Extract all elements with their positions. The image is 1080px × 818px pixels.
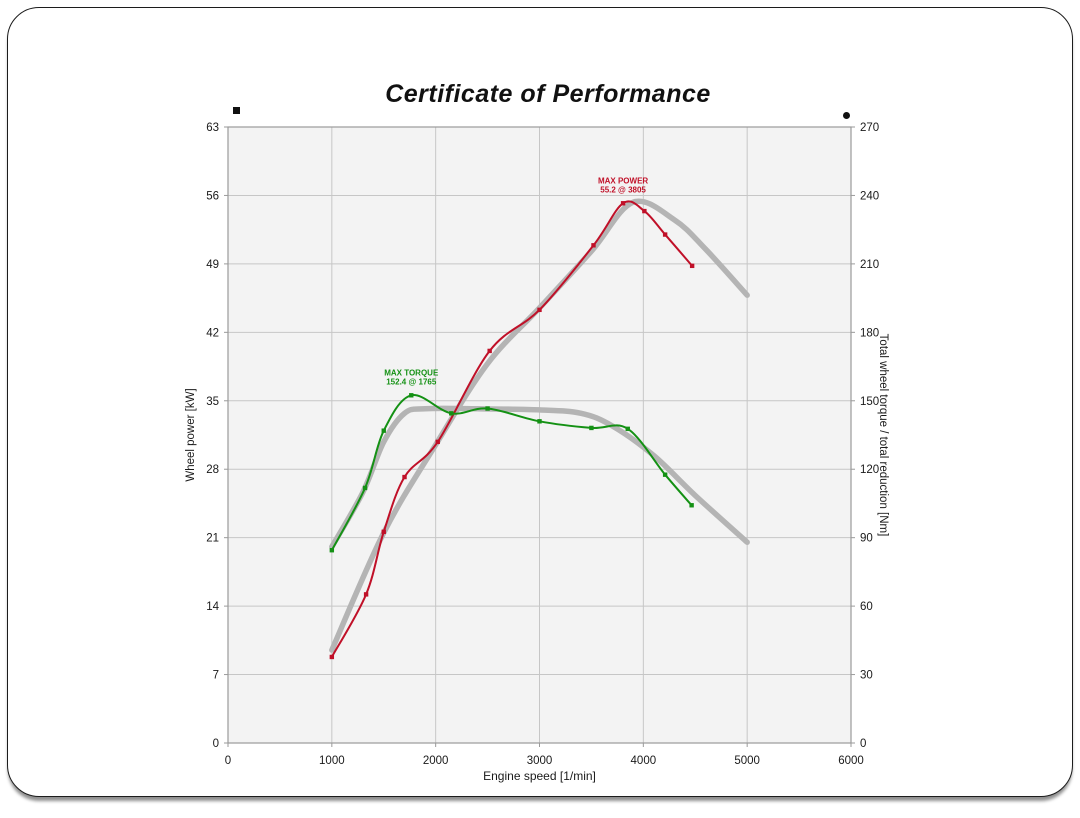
- axis-tick-marks: [224, 126, 855, 747]
- data-point-marker: [381, 529, 386, 534]
- left-tick-label: 56: [206, 190, 219, 202]
- annotation-line: MAX TORQUE: [384, 368, 439, 377]
- data-point-marker: [485, 406, 490, 411]
- right-tick-label: 30: [860, 670, 873, 682]
- data-series: [329, 198, 750, 660]
- tick-labels: 0 7 14 21 28 35 42 49 56 63 0 30 60 90 120 150 180 210 240…: [206, 122, 879, 767]
- right-tick-label: 270: [860, 122, 879, 134]
- right-tick-label: 180: [860, 327, 879, 339]
- left-tick-label: 63: [206, 122, 219, 134]
- right-tick-label: 150: [860, 396, 879, 408]
- data-point-marker: [487, 348, 492, 354]
- data-point-marker: [642, 208, 647, 214]
- data-point-marker: [435, 439, 440, 445]
- right-tick-label: 210: [860, 259, 879, 271]
- slide-frame: Certificate of Performance MAX POWER 55.2…: [7, 7, 1073, 797]
- torque-axis-dot-icon: [843, 112, 850, 119]
- series-wheel-torque-smoothed: [329, 405, 750, 550]
- data-point-marker: [363, 592, 369, 597]
- data-point-marker: [537, 419, 542, 424]
- x-tick-label: 6000: [838, 755, 864, 767]
- right-tick-label: 60: [860, 601, 873, 613]
- x-axis-title: Engine speed [1/min]: [483, 769, 596, 783]
- left-tick-label: 42: [206, 327, 219, 339]
- annotation-line: 152.4 @ 1765: [386, 377, 437, 386]
- left-axis-title: Wheel power [kW]: [185, 388, 197, 481]
- x-tick-label: 1000: [319, 755, 345, 767]
- data-point-marker: [591, 243, 596, 248]
- x-tick-label: 2000: [423, 755, 449, 767]
- chart-title: Certificate of Performance: [385, 80, 711, 108]
- left-tick-label: 28: [206, 464, 219, 476]
- right-tick-label: 90: [860, 533, 873, 545]
- x-tick-label: 4000: [631, 755, 657, 767]
- right-tick-label: 0: [860, 738, 866, 750]
- data-point-marker: [329, 548, 335, 553]
- data-point-marker: [402, 474, 407, 480]
- left-tick-label: 49: [206, 259, 219, 271]
- data-point-marker: [409, 393, 414, 398]
- left-tick-label: 0: [213, 738, 219, 750]
- data-point-marker: [449, 411, 454, 416]
- data-point-marker: [625, 426, 630, 432]
- axis-titles: Engine speed [1/min] Wheel power [kW] Tota…: [185, 334, 889, 783]
- right-tick-label: 120: [860, 464, 879, 476]
- data-point-marker: [689, 503, 694, 508]
- data-point-marker: [662, 472, 668, 477]
- data-point-marker: [662, 232, 668, 237]
- left-tick-label: 21: [206, 533, 219, 545]
- right-axis-title: Total wheel torque / total reduction [Nm…: [877, 334, 889, 537]
- data-point-marker: [589, 425, 594, 431]
- data-point-marker: [329, 654, 335, 660]
- annotation-line: MAX POWER: [598, 176, 648, 185]
- data-point-marker: [537, 307, 542, 313]
- x-tick-label: 5000: [734, 755, 760, 767]
- data-point-marker: [620, 201, 626, 206]
- right-tick-label: 240: [860, 190, 879, 202]
- annotation-line: 55.2 @ 3805: [600, 185, 646, 194]
- data-point-marker: [362, 485, 368, 491]
- x-tick-label: 0: [225, 755, 231, 767]
- data-point-marker: [381, 428, 386, 433]
- x-tick-label: 3000: [527, 755, 553, 767]
- left-tick-label: 7: [213, 670, 219, 682]
- left-tick-label: 14: [206, 601, 219, 613]
- data-point-marker: [689, 263, 695, 269]
- power-axis-square-icon: [233, 107, 240, 114]
- left-tick-label: 35: [206, 396, 219, 408]
